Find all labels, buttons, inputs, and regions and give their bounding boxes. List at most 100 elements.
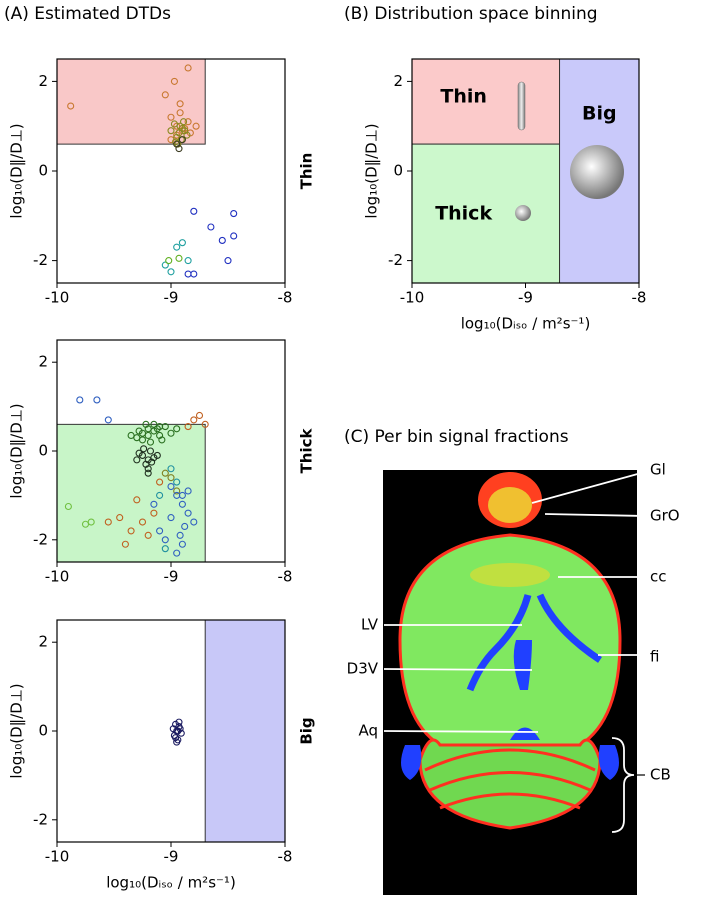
data-point <box>176 725 184 733</box>
y-tick-label: 2 <box>393 72 403 90</box>
y-tick-label: -2 <box>388 251 403 269</box>
data-point <box>167 474 175 482</box>
y-axis-label: log₁₀(D‖/D⊥) <box>8 123 26 218</box>
data-point <box>173 425 181 433</box>
brain-image <box>383 470 637 895</box>
panel-c-title: (C) Per bin signal fractions <box>344 427 569 447</box>
panel-a-title: (A) Estimated DTDs <box>4 4 171 24</box>
data-point <box>175 254 183 262</box>
data-point <box>184 64 192 72</box>
data-point <box>218 236 226 244</box>
data-point <box>178 239 186 247</box>
data-point <box>176 531 184 539</box>
y-tick-label: 2 <box>38 353 48 371</box>
anatomy-label: Gl <box>650 461 666 479</box>
data-point <box>138 518 147 526</box>
data-point <box>173 738 181 746</box>
x-tick-label: -10 <box>45 848 70 866</box>
small-sphere-glyph <box>515 205 531 221</box>
data-point <box>142 420 150 428</box>
data-point <box>230 210 238 218</box>
x-tick-label: -10 <box>400 289 425 307</box>
panel-b-title: (B) Distribution space binning <box>344 4 598 24</box>
bin-label: Thick <box>435 203 492 225</box>
data-point <box>190 518 198 526</box>
data-point <box>201 420 209 428</box>
side-label: Thin <box>298 153 316 190</box>
data-point <box>67 102 75 110</box>
data-point <box>184 509 192 517</box>
data-point <box>158 436 166 444</box>
data-point <box>144 531 152 539</box>
data-point <box>161 469 169 477</box>
data-point <box>178 491 186 499</box>
data-point <box>170 77 178 85</box>
anatomy-label: fi <box>650 648 659 666</box>
bin <box>411 143 561 284</box>
data-point <box>178 124 186 132</box>
data-point <box>116 514 124 522</box>
y-tick-label: 0 <box>393 162 403 180</box>
x-axis-label: log₁₀(Dᵢₛₒ / m²s⁻¹) <box>461 315 591 333</box>
data-point <box>121 540 129 548</box>
data-point <box>173 140 181 148</box>
data-point <box>181 522 189 531</box>
x-axis-label: log₁₀(Dᵢₛₒ / m²s⁻¹) <box>106 874 236 892</box>
pointer-line <box>383 668 533 671</box>
y-axis-label: log₁₀(D‖/D⊥) <box>8 683 26 778</box>
data-point <box>144 469 152 477</box>
data-point <box>190 416 198 424</box>
data-point <box>140 445 148 453</box>
y-tick-label: 0 <box>38 722 48 740</box>
side-label: Big <box>298 717 316 744</box>
data-point <box>190 207 198 215</box>
bin-label: Thin <box>440 86 487 108</box>
data-point <box>230 232 238 240</box>
x-tick-label: -10 <box>45 568 70 586</box>
data-point <box>174 727 182 735</box>
data-point <box>150 509 158 517</box>
data-point <box>144 431 152 440</box>
data-point <box>167 465 175 473</box>
data-point <box>173 478 181 486</box>
data-point <box>173 487 181 495</box>
data-point <box>133 456 141 464</box>
side-label: Thick <box>298 428 316 474</box>
data-point <box>184 118 192 126</box>
data-point <box>179 118 188 126</box>
x-tick-label: -9 <box>518 289 533 307</box>
y-axis-label: log₁₀(D‖/D⊥) <box>8 403 26 498</box>
x-tick-label: -9 <box>164 289 179 307</box>
anatomy-label: Aq <box>358 722 378 740</box>
data-point <box>104 416 112 424</box>
data-point <box>167 268 175 276</box>
data-point <box>76 396 84 404</box>
x-tick-label: -8 <box>278 289 293 307</box>
data-point <box>173 549 181 557</box>
data-point <box>133 496 141 504</box>
big-sphere-glyph <box>570 145 624 199</box>
data-point <box>184 487 192 495</box>
rod-glyph <box>517 81 526 131</box>
data-point <box>150 500 158 508</box>
data-point <box>167 482 175 491</box>
data-point <box>127 527 135 535</box>
data-point <box>167 514 175 522</box>
bin <box>411 58 561 145</box>
data-point <box>135 449 143 457</box>
data-point <box>153 425 161 433</box>
data-point <box>153 451 161 459</box>
y-tick-label: 0 <box>38 162 48 180</box>
x-tick-label: -8 <box>632 289 647 307</box>
anatomy-label: CB <box>650 766 671 784</box>
data-point <box>161 261 169 269</box>
data-point <box>156 527 164 535</box>
data-point <box>144 465 152 473</box>
data-point <box>165 257 173 265</box>
y-tick-label: -2 <box>33 810 48 828</box>
data-point <box>176 109 184 117</box>
y-tick-label: 0 <box>38 442 48 460</box>
bin-label: Big <box>582 103 617 125</box>
data-point <box>138 436 147 444</box>
